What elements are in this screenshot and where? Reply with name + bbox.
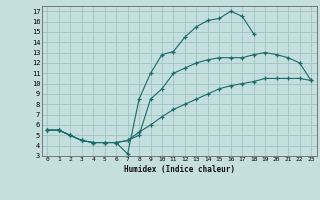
X-axis label: Humidex (Indice chaleur): Humidex (Indice chaleur) — [124, 165, 235, 174]
